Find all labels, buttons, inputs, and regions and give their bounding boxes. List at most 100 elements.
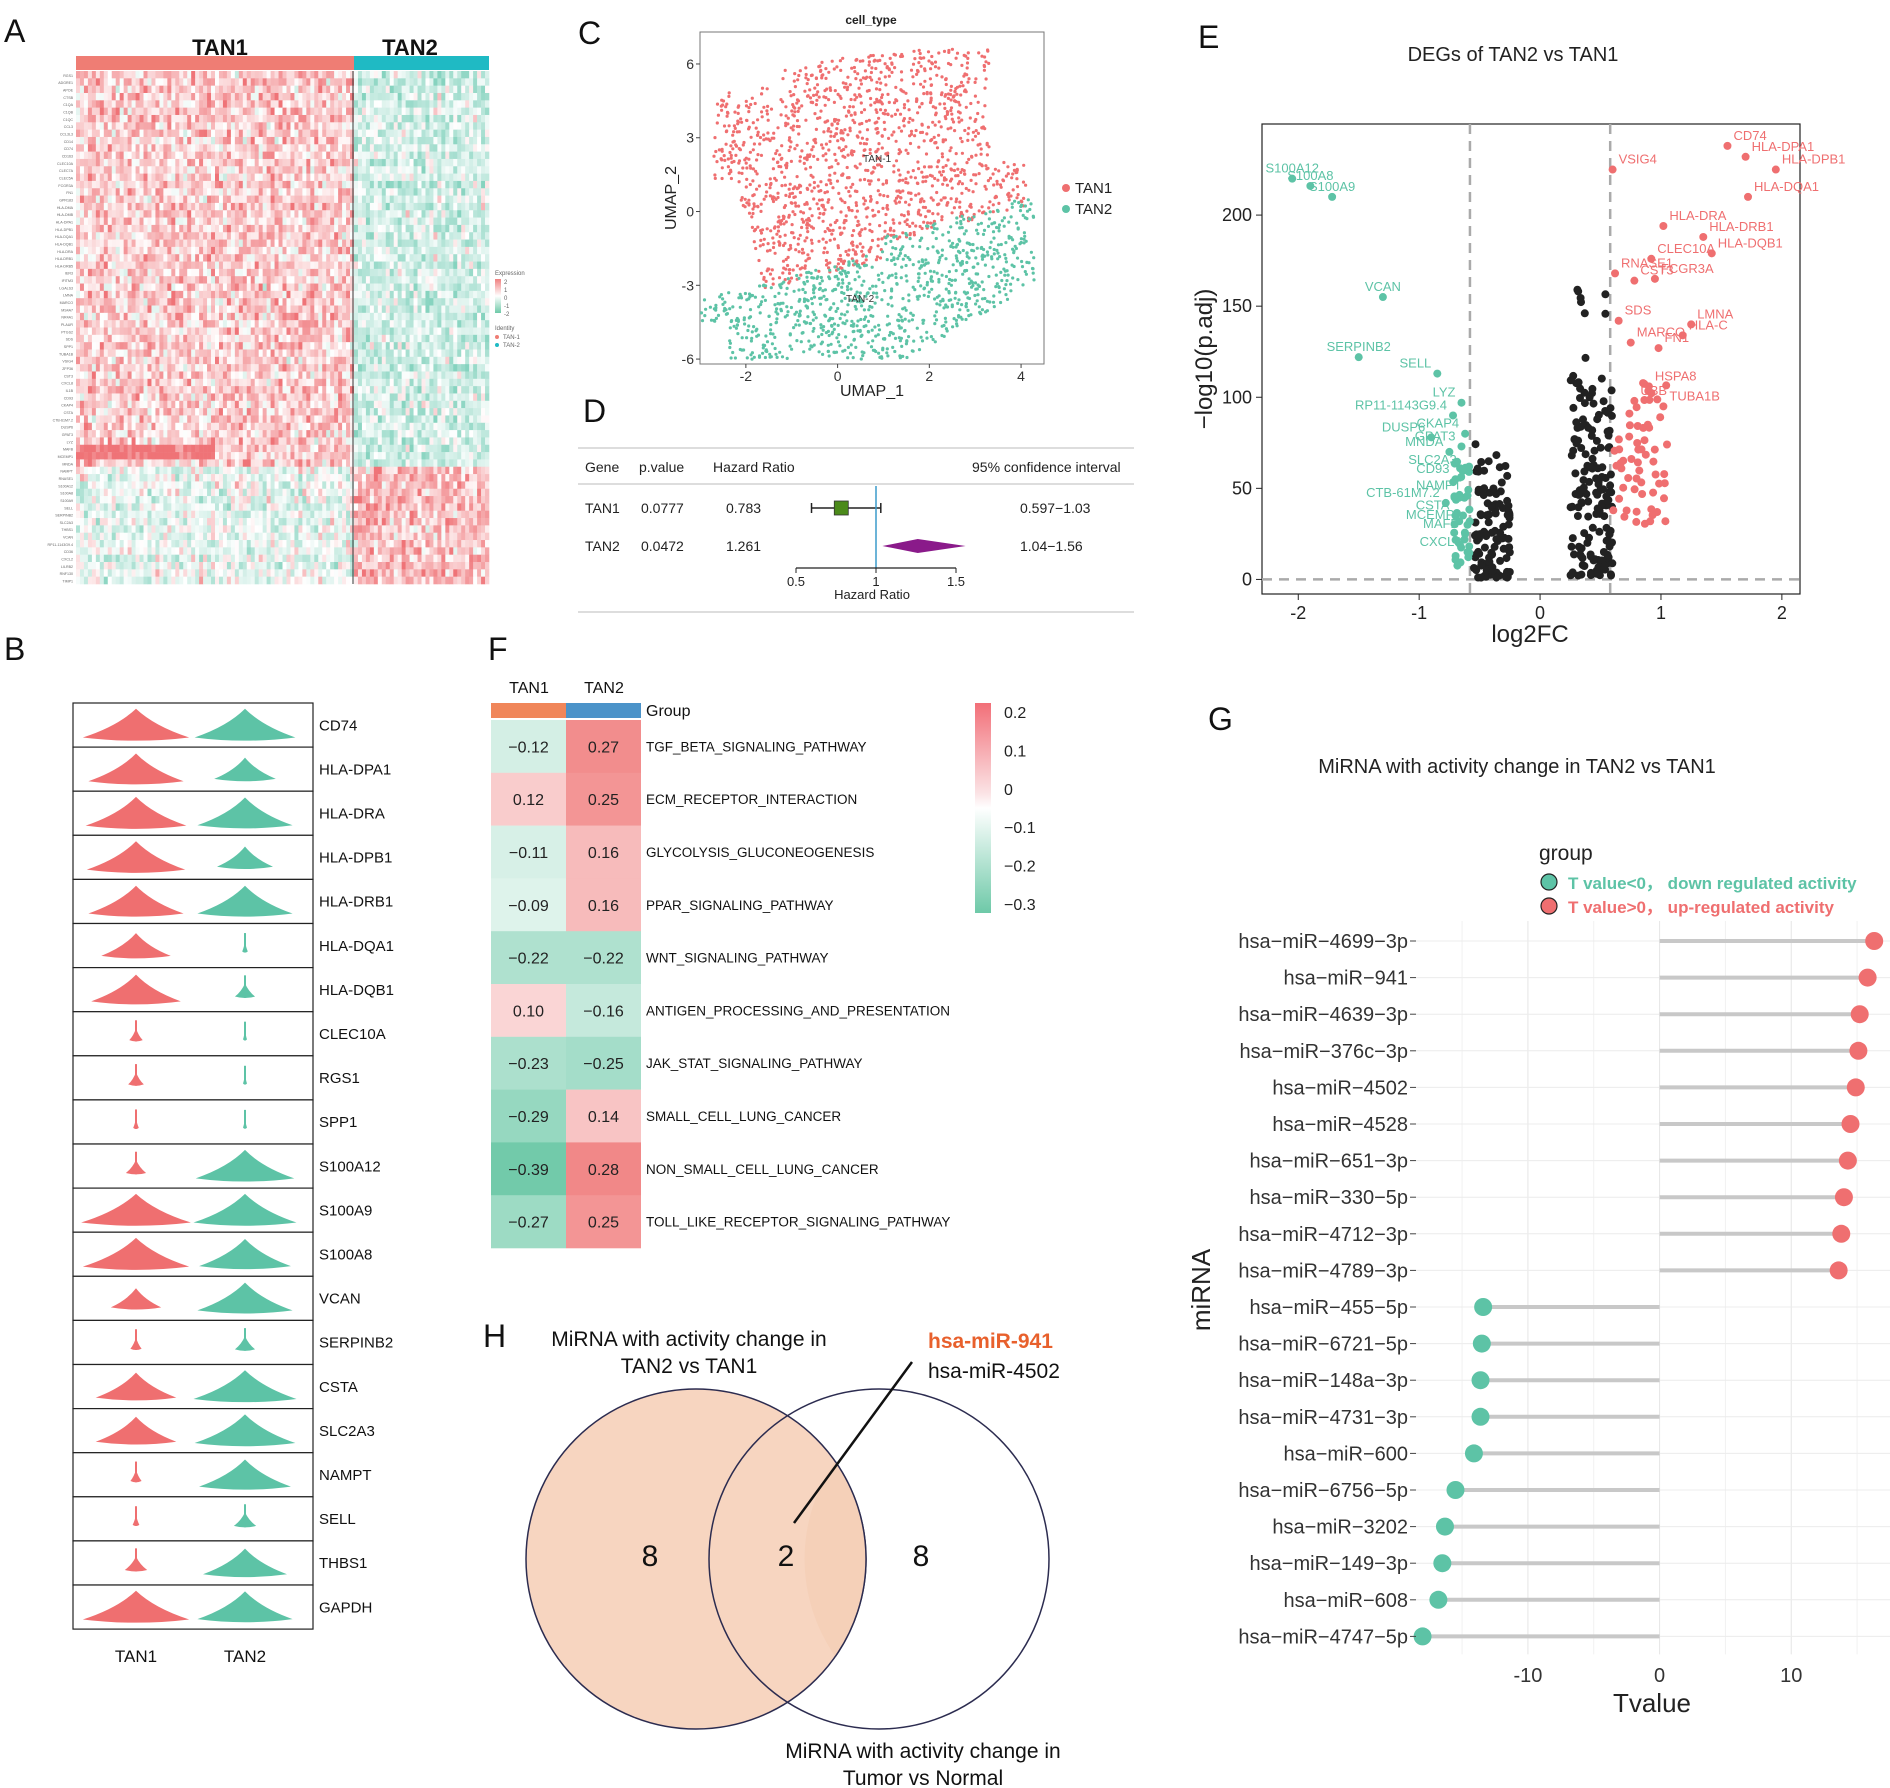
heatmap-cell	[417, 305, 422, 314]
heatmap-cell	[191, 415, 196, 424]
heatmap-cell	[103, 158, 109, 167]
heatmap-cell	[87, 136, 93, 145]
heatmap-cell	[107, 349, 113, 358]
heatmap-cell	[115, 239, 120, 248]
heatmap-cell	[369, 114, 375, 123]
heatmap-cell	[175, 371, 180, 380]
heatmap-cell	[457, 100, 462, 108]
heatmap-cell	[191, 349, 196, 358]
heatmap-cell	[234, 173, 240, 182]
heatmap-cell	[254, 371, 259, 380]
heatmap-cell	[183, 239, 188, 248]
heatmap-cell	[361, 85, 367, 94]
heatmap-cell	[230, 386, 236, 394]
heatmap-cell	[91, 371, 97, 380]
heatmap-cell	[119, 232, 124, 240]
heatmap-cell	[282, 71, 287, 79]
heatmap-cell	[373, 378, 379, 387]
heatmap-cell	[326, 364, 331, 372]
heatmap-cell	[477, 92, 482, 101]
heatmap-cell	[95, 202, 101, 211]
heatmap-cell	[433, 327, 438, 336]
heatmap-cell	[226, 107, 232, 116]
heatmap-cell	[441, 195, 446, 204]
heatmap-cell	[183, 364, 188, 372]
heatmap-cell	[417, 283, 422, 292]
heatmap-cell	[377, 283, 383, 292]
heatmap-cell	[143, 166, 148, 174]
heatmap-cell	[318, 320, 323, 328]
heatmap-cell	[262, 239, 267, 248]
heatmap-cell	[119, 386, 124, 394]
heatmap-cell	[215, 180, 220, 189]
heatmap-cell	[175, 290, 180, 299]
heatmap-cell	[234, 408, 240, 416]
heatmap-cell	[215, 320, 220, 328]
heatmap-cell	[290, 246, 295, 255]
heatmap-cell	[342, 239, 347, 248]
heatmap-cell	[127, 268, 132, 277]
heatmap-cell	[346, 195, 351, 204]
heatmap-cell	[453, 320, 458, 328]
heatmap-cell	[397, 276, 402, 284]
heatmap-cell	[155, 136, 160, 145]
heatmap-cell	[246, 276, 252, 284]
heatmap-cell	[242, 78, 248, 86]
heatmap-cell	[469, 342, 474, 350]
heatmap-cell	[254, 312, 259, 321]
heatmap-cell	[175, 85, 180, 94]
heatmap-cell	[357, 224, 363, 233]
heatmap-cell	[310, 92, 315, 101]
heatmap-cell	[357, 400, 363, 409]
heatmap-cell	[183, 261, 188, 270]
heatmap-cell	[175, 378, 180, 387]
heatmap-cell	[290, 158, 295, 167]
heatmap-cell	[298, 371, 303, 380]
heatmap-cell	[481, 202, 486, 211]
heatmap-cell	[385, 415, 391, 424]
heatmap-cell	[242, 158, 248, 167]
heatmap-cell	[83, 114, 89, 123]
heatmap-cell	[413, 180, 418, 189]
heatmap-cell	[417, 107, 422, 116]
heatmap-cell	[413, 210, 418, 218]
heatmap-cell	[409, 158, 414, 167]
heatmap-cell	[485, 232, 490, 240]
heatmap-cell	[143, 364, 148, 372]
heatmap-cell	[147, 180, 152, 189]
heatmap-cell	[103, 290, 109, 299]
heatmap-cell	[218, 298, 224, 306]
heatmap-cell	[326, 415, 331, 424]
heatmap-cell	[365, 283, 371, 292]
heatmap-cell	[457, 107, 462, 116]
heatmap-cell	[195, 400, 200, 409]
heatmap-cell	[79, 261, 85, 270]
heatmap-cell	[211, 305, 216, 314]
heatmap-cell	[143, 107, 148, 116]
heatmap-cell	[314, 254, 319, 262]
heatmap-cell	[258, 188, 263, 196]
heatmap-cell	[246, 158, 252, 167]
heatmap-cell	[433, 320, 438, 328]
heatmap-cell	[449, 210, 454, 218]
heatmap-cell	[87, 305, 93, 314]
heatmap-cell	[262, 224, 267, 233]
heatmap-cell	[385, 349, 391, 358]
heatmap-cell	[274, 283, 279, 292]
heatmap-cell	[477, 232, 482, 240]
heatmap-cell	[191, 224, 196, 233]
heatmap-cell	[123, 136, 128, 145]
heatmap-cell	[99, 327, 105, 336]
heatmap-cell	[242, 334, 248, 343]
heatmap-cell	[230, 210, 236, 218]
heatmap-cell	[191, 305, 196, 314]
heatmap-cell	[373, 202, 379, 211]
heatmap-cell	[469, 320, 474, 328]
heatmap-cell	[147, 210, 152, 218]
heatmap-cell	[207, 158, 212, 167]
heatmap-cell	[318, 393, 323, 402]
heatmap-cell	[266, 71, 271, 79]
heatmap-cell	[270, 408, 275, 416]
heatmap-cell	[306, 92, 311, 101]
heatmap-cell	[298, 100, 303, 108]
